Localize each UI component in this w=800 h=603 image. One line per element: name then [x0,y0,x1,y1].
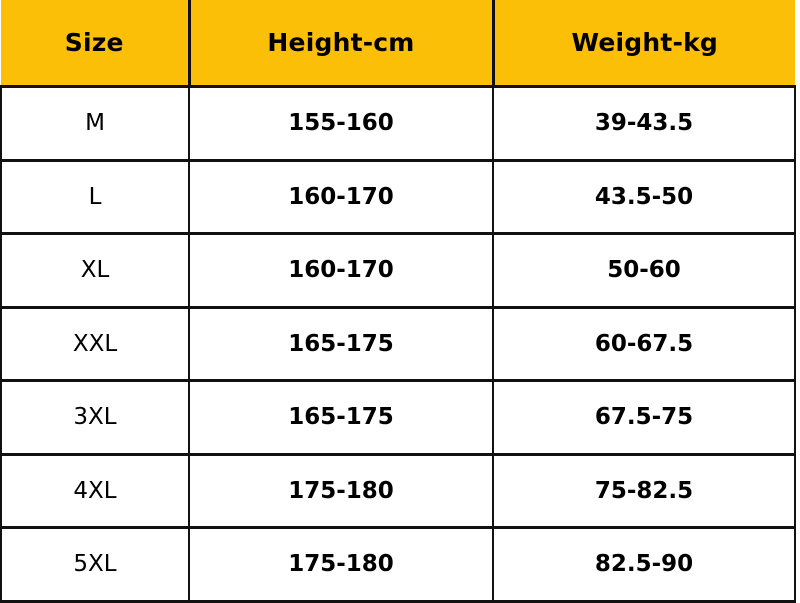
cell-size: L [0,160,190,235]
column-header-size: Size [1,0,191,88]
cell-height: 165-175 [188,307,494,382]
table-row: 3XL 165-175 67.5-75 [0,380,796,456]
cell-size: M [0,86,190,162]
cell-weight: 50-60 [492,233,796,309]
table-row: XXL 165-175 60-67.5 [0,307,796,382]
cell-weight: 60-67.5 [492,307,796,382]
table-body: M 155-160 39-43.5 L 160-170 43.5-50 XL 1… [0,86,796,603]
cell-height: 165-175 [188,380,494,456]
cell-weight: 43.5-50 [492,160,796,235]
table-row: L 160-170 43.5-50 [0,160,796,235]
cell-height: 175-180 [188,527,494,603]
cell-weight: 67.5-75 [492,380,796,456]
cell-height: 155-160 [188,86,494,162]
table-row: XL 160-170 50-60 [0,233,796,309]
cell-size: 3XL [0,380,190,456]
cell-weight: 82.5-90 [492,527,796,603]
cell-weight: 75-82.5 [492,454,796,529]
cell-size: XXL [0,307,190,382]
cell-size: 5XL [0,527,190,603]
cell-height: 175-180 [188,454,494,529]
cell-height: 160-170 [188,233,494,309]
cell-size: 4XL [0,454,190,529]
column-header-weight: Weight-kg [493,0,795,88]
cell-height: 160-170 [188,160,494,235]
table-row: 5XL 175-180 82.5-90 [0,527,796,603]
table-row: M 155-160 39-43.5 [0,86,796,162]
header-row: Size Height-cm Weight-kg [1,0,795,88]
column-header-height: Height-cm [189,0,495,88]
table-header: Size Height-cm Weight-kg [1,0,795,88]
cell-weight: 39-43.5 [492,86,796,162]
cell-size: XL [0,233,190,309]
table-row: 4XL 175-180 75-82.5 [0,454,796,529]
